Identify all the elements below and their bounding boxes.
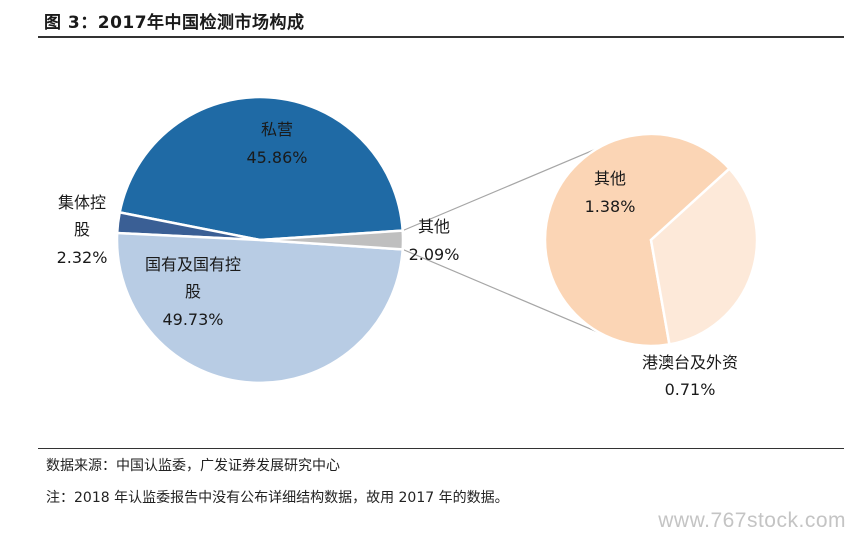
value-sub-other: 1.38% [585, 197, 636, 216]
main-slice-2 [115, 231, 405, 385]
title-rule [38, 36, 844, 38]
label-state-line2: 股 [185, 282, 201, 301]
value-state: 49.73% [162, 310, 223, 329]
sub-slice-1 [649, 166, 759, 346]
label-other: 其他 [418, 217, 450, 236]
label-collective-line2: 股 [74, 220, 90, 239]
value-other: 2.09% [409, 245, 460, 264]
label-hk-foreign: 港澳台及外资 [642, 353, 738, 372]
connector-line-bottom [402, 248, 602, 335]
main-pie [115, 95, 405, 385]
sub-pie [543, 132, 759, 348]
label-state-line1: 国有及国有控 [145, 255, 241, 274]
label-private: 私营 [261, 120, 293, 139]
watermark: www.767stock.com [658, 509, 846, 532]
value-hk-foreign: 0.71% [665, 380, 716, 399]
source-note: 数据来源：中国认监委，广发证券发展研究中心 [46, 458, 340, 474]
sub-slice-0 [543, 132, 732, 348]
main-slice-3 [259, 229, 405, 251]
label-sub-other: 其他 [594, 169, 626, 188]
footnote: 注：2018 年认监委报告中没有公布详细结构数据，故用 2017 年的数据。 [46, 490, 509, 506]
value-collective: 2.32% [57, 248, 108, 267]
connector-line-top [402, 147, 599, 232]
figure-title: 图 3：2017年中国检测市场构成 [44, 13, 305, 33]
label-collective-line1: 集体控 [58, 193, 106, 212]
footer-rule [38, 448, 844, 449]
connector-lines [402, 147, 602, 335]
value-private: 45.86% [246, 148, 307, 167]
main-slice-0 [118, 95, 405, 242]
